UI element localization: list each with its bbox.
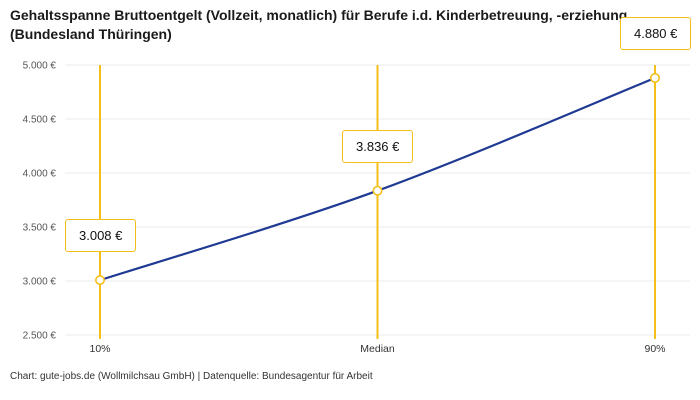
y-axis-tick-label: 4.500 € [23, 115, 57, 126]
chart-footer-credit: Chart: gute-jobs.de (Wollmilchsau GmbH) … [10, 371, 373, 382]
y-axis-tick-label: 3.500 € [23, 223, 57, 234]
x-axis-tick-label: 90% [644, 343, 665, 355]
x-axis-tick-label: Median [360, 343, 395, 355]
value-label: 3.836 € [342, 130, 414, 163]
data-point-marker [95, 275, 106, 286]
value-label: 3.008 € [65, 219, 137, 252]
y-axis-tick-label: 5.000 € [23, 61, 57, 72]
y-axis-tick-label: 4.000 € [23, 169, 57, 180]
data-point-marker [649, 72, 660, 83]
x-axis-tick-label: 10% [89, 343, 110, 355]
data-point-marker [372, 185, 383, 196]
chart-title: Gehaltsspanne Bruttoentgelt (Vollzeit, m… [10, 7, 628, 42]
y-axis-tick-label: 2.500 € [23, 331, 57, 342]
y-axis-tick-label: 3.000 € [23, 277, 57, 288]
value-label: 4.880 € [620, 17, 692, 50]
